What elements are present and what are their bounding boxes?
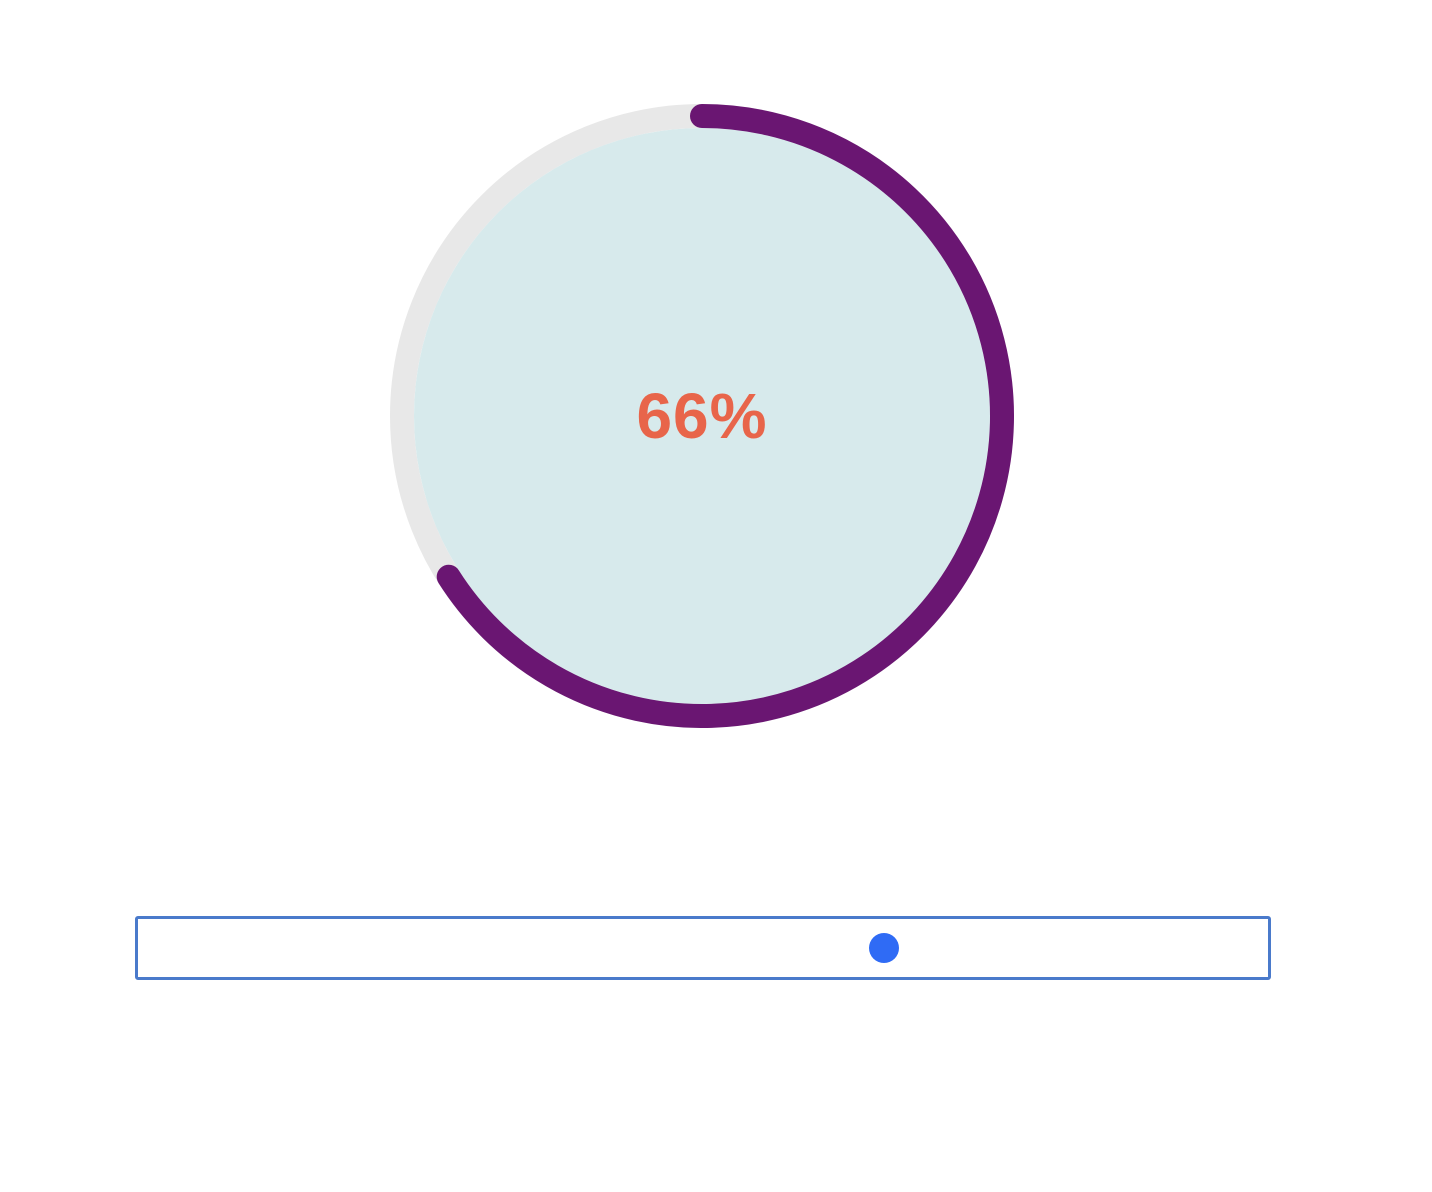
progress-arc	[436, 104, 1014, 728]
slider-thumb-handle[interactable]	[868, 933, 899, 963]
slider-track[interactable]	[138, 919, 1268, 977]
progress-inner-fill	[414, 128, 990, 704]
circular-progress-indicator: 66%	[390, 104, 1014, 728]
progress-ring-svg	[390, 104, 1014, 728]
progress-slider[interactable]	[135, 916, 1271, 980]
